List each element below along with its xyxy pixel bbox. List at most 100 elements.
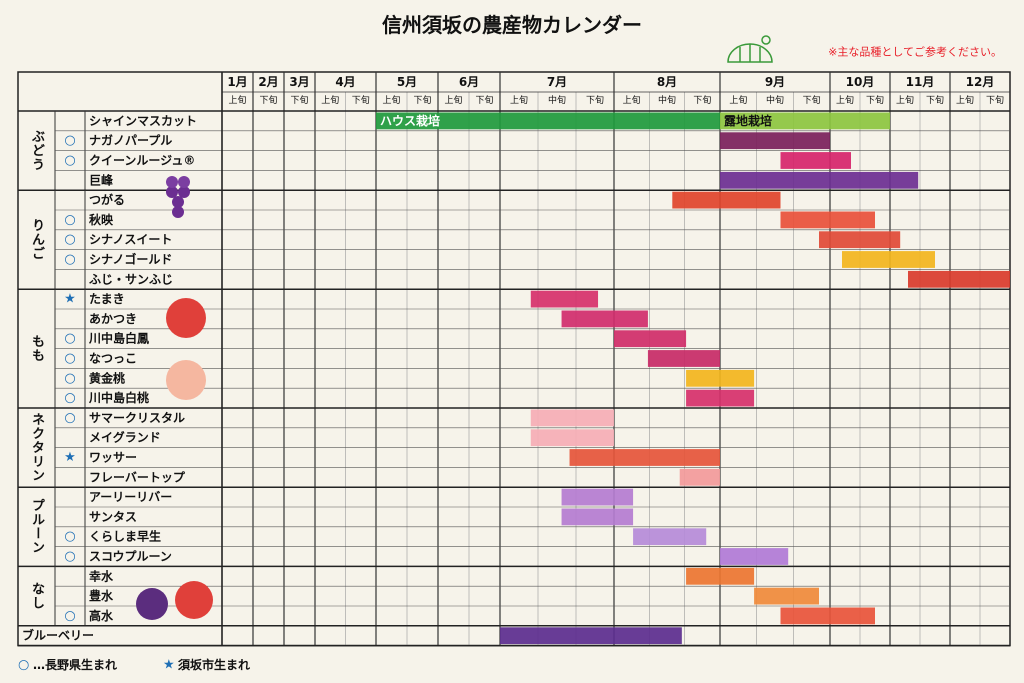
period-bar [780, 607, 875, 625]
note: ※主な品種としてご参考ください。 [828, 45, 1002, 59]
month-label: 3月 [289, 75, 309, 89]
origin-mark: ○ [64, 133, 75, 148]
month-part-label: 上旬 [729, 94, 747, 106]
period-bar [720, 112, 890, 130]
farm-icon [727, 35, 773, 63]
item-name: あかつき [89, 312, 137, 326]
period-bar [754, 587, 819, 605]
item-name: なつっこ [89, 352, 137, 366]
period-label: ハウス栽培 [380, 113, 440, 128]
origin-mark: ★ [64, 292, 76, 307]
item-name: クイーンルージュ® [89, 154, 195, 168]
period-bar [686, 389, 755, 407]
month-part-label: 下旬 [693, 94, 711, 106]
month-part-label: 下旬 [290, 94, 308, 106]
item-name: くらしま早生 [89, 529, 161, 544]
item-name: メイグランド [89, 430, 161, 445]
chart-title: 信州須坂の農産物カレンダー [382, 13, 642, 37]
period-bar [530, 290, 599, 308]
month-part-label: 下旬 [926, 94, 944, 106]
item-name: ふじ・サンふじ [89, 272, 173, 286]
item-name: 川中島白鳳 [88, 331, 149, 346]
item-name: 幸水 [89, 568, 114, 583]
month-label: 4月 [335, 75, 355, 89]
origin-mark: ★ [64, 450, 76, 465]
item-name: スコウプルーン [89, 549, 172, 564]
item-name: サンタス [89, 510, 137, 524]
period-bar [686, 567, 755, 585]
item-name: サマークリスタル [89, 411, 185, 425]
group-label: ぶどう [29, 130, 46, 172]
origin-mark: ○ [64, 549, 75, 564]
period-bar [780, 152, 851, 169]
period-bar [633, 528, 707, 546]
origin-mark: ○ [64, 608, 75, 623]
month-label: 8月 [657, 75, 677, 89]
month-label: 1月 [227, 75, 247, 89]
month-label: 11月 [906, 75, 935, 89]
month-part-label: 下旬 [259, 94, 277, 106]
item-name: フレーバートップ [89, 469, 186, 484]
month-label: 5月 [397, 75, 417, 89]
month-part-label: 下旬 [413, 94, 431, 106]
item-name: アーリーリバー [89, 490, 172, 504]
legend-symbol: ○ [18, 658, 29, 673]
origin-mark: ○ [64, 212, 75, 227]
origin-mark: ○ [64, 252, 75, 267]
item-name: 豊水 [89, 588, 114, 603]
origin-mark: ○ [64, 232, 75, 247]
month-part-label: 上旬 [228, 94, 246, 106]
month-part-label: 下旬 [352, 94, 370, 106]
month-part-label: 下旬 [803, 94, 821, 106]
month-part-label: 中旬 [548, 94, 566, 106]
legend-text: 須坂市生まれ [177, 657, 250, 672]
item-name: 巨峰 [89, 172, 114, 187]
month-part-label: 上旬 [382, 94, 400, 106]
month-part-label: 下旬 [586, 94, 604, 106]
origin-mark: ○ [64, 351, 75, 366]
month-part-label: 上旬 [836, 94, 854, 106]
group-label: なし [29, 582, 45, 610]
month-part-label: 中旬 [658, 94, 676, 106]
period-bar [819, 231, 901, 249]
month-part-label: 下旬 [866, 94, 884, 106]
period-bar [672, 191, 781, 209]
period-bar [569, 449, 720, 466]
bars [376, 112, 1010, 645]
month-part-label: 上旬 [444, 94, 462, 106]
period-bar [530, 409, 614, 427]
period-bar [376, 112, 720, 130]
period-bar [720, 171, 919, 189]
period-bar [561, 508, 634, 526]
month-label: 10月 [846, 75, 875, 89]
period-bar [842, 251, 935, 268]
item-name: ナガノパープル [89, 133, 172, 148]
legend-text: …長野県生まれ [33, 657, 117, 672]
item-name: シナノスイート [89, 233, 172, 247]
month-part-label: 下旬 [475, 94, 493, 106]
period-bar [908, 270, 1010, 288]
group-label: プルーン [29, 499, 45, 555]
month-part-label: 上旬 [321, 94, 339, 106]
period-bar [530, 429, 614, 447]
month-label: 6月 [459, 75, 479, 89]
month-label: 7月 [547, 75, 567, 89]
item-name: 川中島白桃 [88, 390, 149, 405]
group-label: ブルーベリー [22, 628, 94, 643]
period-bar [679, 468, 720, 486]
period-bar [720, 132, 830, 150]
item-name: つがる [89, 192, 125, 207]
month-part-label: 上旬 [510, 94, 528, 106]
period-bar [686, 369, 755, 387]
group-label: ネクタリン [29, 413, 45, 483]
item-name: ワッサー [89, 451, 137, 465]
month-part-label: 中旬 [766, 94, 784, 106]
month-part-label: 上旬 [956, 94, 974, 106]
month-part-label: 上旬 [896, 94, 914, 106]
month-label: 2月 [258, 75, 278, 89]
month-part-label: 下旬 [986, 94, 1004, 106]
group-label: りんご [29, 219, 45, 261]
item-name: たまき [89, 292, 125, 306]
